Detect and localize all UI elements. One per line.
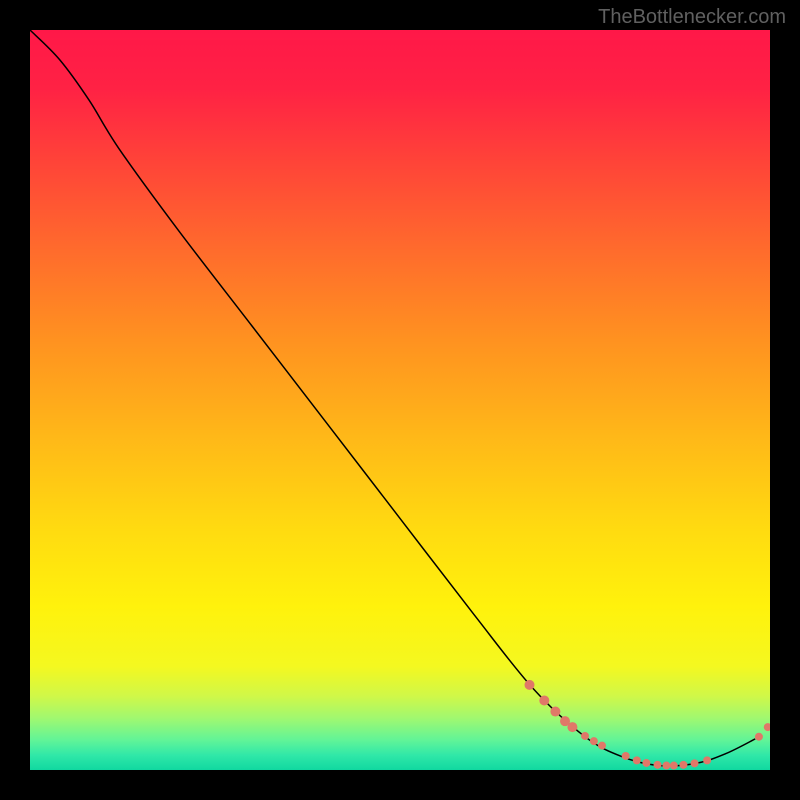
marker-point [581,732,589,740]
marker-point [755,733,763,741]
marker-point [622,752,630,760]
marker-point [550,707,560,717]
marker-point [654,761,662,769]
marker-point [662,762,670,770]
chart-container [30,30,770,770]
marker-point [670,762,678,770]
marker-point [567,722,577,732]
plot-background [30,30,770,770]
chart-svg [30,30,770,770]
watermark-text: TheBottlenecker.com [598,6,786,29]
marker-point [703,756,711,764]
marker-point [590,737,598,745]
marker-point [691,759,699,767]
marker-point [679,761,687,769]
marker-point [642,759,650,767]
marker-point [539,695,549,705]
marker-point [525,680,535,690]
marker-point [598,742,606,750]
marker-point [633,756,641,764]
